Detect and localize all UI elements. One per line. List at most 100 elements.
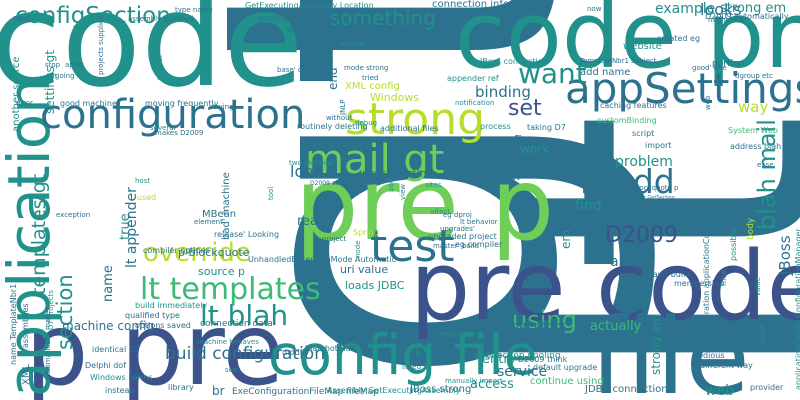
word-output-directory: output directory — [468, 319, 566, 333]
word-makes-d2009: makes D2009 — [155, 129, 204, 137]
word-apart: apart — [65, 61, 84, 69]
word-good-one: good' one — [692, 64, 727, 72]
word-jboss-connection: JBoss connection — [480, 57, 548, 66]
word-tried: tried — [362, 74, 379, 82]
word-xml-config: XML config — [345, 81, 400, 92]
word-web: web — [704, 95, 712, 110]
word-anyone: anyone — [340, 40, 366, 48]
word-going: going — [55, 72, 75, 80]
word-test: test — [370, 221, 455, 272]
word-find: find — [575, 198, 602, 214]
word-stop: stop — [45, 61, 61, 69]
word-configuration-applicationconfig: Configuration applicationConfig — [702, 218, 711, 345]
word-mail-gt: mail gt — [305, 137, 445, 183]
word-load: load — [290, 162, 325, 181]
word-several: several — [150, 124, 176, 132]
word-exception: exception — [56, 211, 91, 219]
word-without: without — [326, 114, 353, 122]
word-machine-behaves: machine behaves — [197, 338, 259, 346]
word-modify: modify — [282, 348, 310, 357]
word-configure: configure — [488, 134, 554, 150]
word-options-saved: options saved — [135, 321, 191, 330]
word-node: node — [354, 240, 362, 258]
word-notification: notification — [455, 99, 495, 107]
word-mode-strong: mode strong — [344, 64, 389, 72]
word-lt-templates: lt templates — [140, 272, 321, 307]
word-membership: membership — [674, 279, 725, 288]
word-uri-value: uri value — [340, 263, 389, 276]
word-actually: actually — [590, 319, 642, 334]
word-bad-machine: bad' machine — [221, 172, 232, 240]
word-lt-behavior: lt behavior — [460, 218, 498, 226]
word-config-file: config file — [268, 323, 538, 387]
word-rest: rest — [13, 14, 31, 24]
word-connection-information: connection information — [432, 0, 548, 10]
word-build-immediately: build immediately — [135, 301, 208, 310]
word-creating: creating — [660, 332, 689, 340]
word-code: code — [0, 0, 304, 116]
word-might: might — [759, 323, 767, 344]
word-nice: nice — [719, 269, 728, 286]
word-qualified-type: qualified type — [125, 311, 180, 320]
word-assemblies: assemblies — [21, 303, 30, 348]
word-able: able — [610, 254, 640, 270]
word-something: something — [330, 6, 436, 30]
word-release-looking: release' Looking — [214, 230, 280, 239]
word-set: set — [508, 96, 542, 121]
word-dgroup-etc: dgroup etc — [735, 72, 773, 80]
word-spring: Spring — [353, 228, 379, 237]
word-connection-pooling: connection pooling — [475, 351, 561, 361]
word-connection-data: connection data — [200, 319, 273, 329]
word-script: script — [632, 129, 655, 138]
word-value: value — [754, 276, 762, 296]
word-jboss-strong: JBoss strong — [410, 384, 472, 395]
word-element: element — [194, 218, 223, 226]
word-blockquote-p: blockquote p — [633, 184, 679, 192]
word-templatenbr1-subject: TemplateNbr1 subject — [580, 57, 657, 65]
word-appender-ref: appender ref — [447, 74, 499, 83]
word-implementing: implementing — [475, 154, 552, 167]
word-looks: looks — [700, 0, 742, 19]
word-gac: GAC — [670, 323, 688, 332]
word-host: host — [135, 177, 151, 185]
word-now: now — [587, 5, 602, 13]
word-mbean: MBean — [202, 209, 237, 220]
word-applicationconfig-configurationmanager: applicationConfig ConfigurationManager — [794, 228, 800, 390]
word-getexecutingassembly-location: GetExecutingAssembly Location — [245, 1, 374, 10]
word-d2009: D2009 — [605, 223, 678, 248]
word-configurationmanager-getsection: ConfigurationManager GetSection — [590, 195, 675, 201]
word-library: library — [168, 383, 194, 392]
word-another-source: another source — [11, 56, 22, 133]
word-windows: Windows — [370, 91, 420, 104]
word-execonfigurationfilemap-filemap: ExeConfigurationFileMap fileMap — [232, 387, 379, 397]
word-port: port — [387, 177, 395, 192]
word-read: read — [297, 214, 327, 229]
word-section: section — [53, 274, 77, 350]
word-d7-projects: D7 projects — [47, 289, 55, 330]
word-time-data: time data — [440, 331, 474, 339]
word-possible: possible — [729, 228, 738, 261]
word-source-p: source p — [198, 265, 246, 278]
word-ease: ease — [757, 161, 774, 169]
word-different-way: different way — [700, 361, 753, 370]
word-templates-gt: templates gt — [28, 173, 50, 295]
word-p-pre: p pre — [25, 291, 285, 400]
word-service: service — [497, 364, 548, 380]
word-import: import — [645, 141, 672, 150]
word-jnlp: JNLP — [339, 99, 347, 115]
word-name: name — [101, 265, 116, 302]
word-proc-startinfo: proc StartInfo — [362, 167, 438, 180]
word-manually-import: manually import — [445, 377, 503, 385]
word-web: web — [705, 383, 734, 399]
word-name-templatenbr1: name TemplateNbr1 — [9, 283, 18, 365]
word-href: href — [414, 344, 422, 358]
word-process: process — [480, 122, 511, 131]
word-debug: debug — [355, 119, 378, 127]
word-compiler-options: compiler options — [143, 246, 210, 255]
word-problem: problem — [615, 154, 673, 170]
word-want: want — [518, 57, 587, 90]
word-options-copied: options copied — [365, 338, 417, 346]
word-identical-d7: identical D7 — [92, 345, 140, 354]
word-machine-config: machine config — [62, 319, 155, 333]
word-lt-add: lt add — [580, 162, 675, 201]
